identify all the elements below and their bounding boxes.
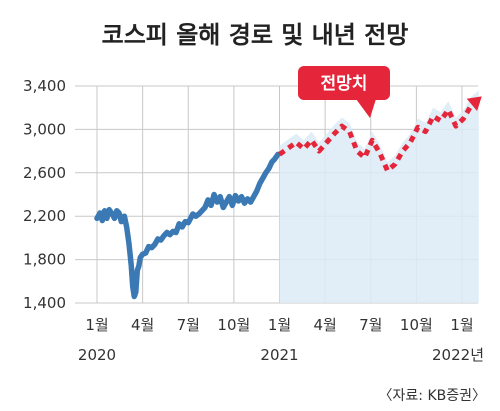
x-tick-label: 7월 — [359, 316, 382, 334]
y-tick-label: 3,400 — [23, 77, 66, 95]
y-tick-label: 2,200 — [23, 207, 66, 225]
x-tick-label: 1월 — [85, 316, 108, 334]
callout-box — [298, 66, 390, 100]
x-tick-label: 10월 — [217, 316, 250, 334]
callout-layer: 전망치 — [298, 66, 390, 118]
x-tick-label: 1월 — [268, 316, 291, 334]
series-layer — [94, 96, 482, 300]
chart-title: 코스피 올해 경로 및 내년 전망 — [102, 21, 409, 49]
year-label: 2021 — [260, 346, 298, 364]
forecast-area — [279, 90, 479, 303]
series-line-actual — [94, 151, 281, 300]
source-label: 〈자료: KB증권〉 — [379, 388, 486, 404]
callout-label: 전망치 — [321, 74, 368, 94]
y-tick-label: 1,800 — [23, 251, 66, 269]
x-tick-label: 4월 — [131, 316, 154, 334]
y-tick-label: 3,000 — [23, 120, 66, 138]
x-tick-label: 10월 — [400, 316, 433, 334]
axis-layer: 3,400 3,000 2,600 2,200 1,800 1,400 1월 4월 7월 10월 1… — [23, 77, 484, 364]
forecast-arrowhead — [466, 96, 482, 111]
callout-pointer — [356, 99, 376, 118]
y-tick-label: 1,400 — [23, 294, 66, 312]
y-tick-label: 2,600 — [23, 164, 66, 182]
series-line-forecast — [278, 97, 481, 174]
x-tick-label: 7월 — [177, 316, 200, 334]
x-tick-label: 1월 — [450, 316, 473, 334]
forecast-band-layer — [279, 90, 479, 303]
year-label: 2022년 — [432, 346, 484, 364]
x-tick-label: 4월 — [313, 316, 336, 334]
year-label: 2020 — [78, 346, 116, 364]
